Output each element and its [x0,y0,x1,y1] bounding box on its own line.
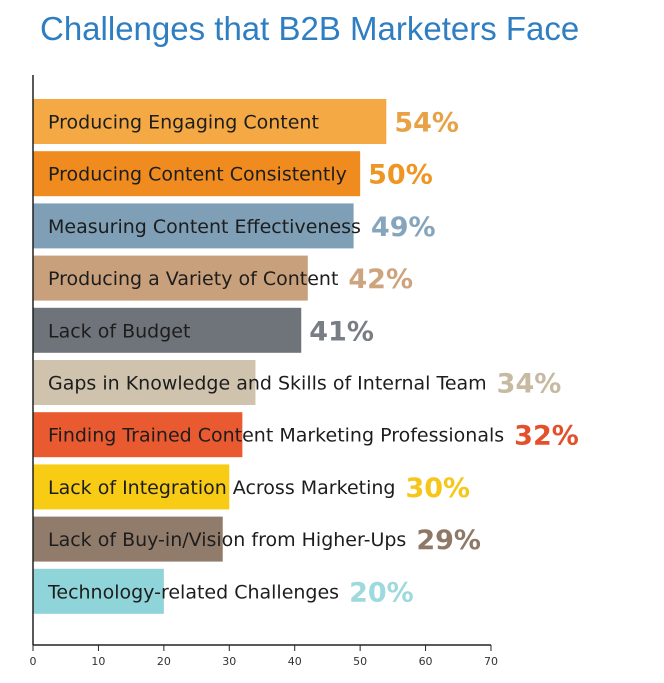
bar-1 [33,99,387,144]
x-tick-label: 10 [91,655,105,668]
bar-3 [33,203,354,249]
bar-category-label: Measuring Content Effectiveness [48,216,361,238]
bar-value-label: 49% [371,212,436,243]
x-tick-label: 0 [30,655,37,668]
bars-layer: Producing Engaging Content 54% Producing C… [33,99,579,614]
bar-7 [33,412,243,458]
x-tick-label: 30 [222,655,236,668]
bar-value-label: 50% [368,160,433,191]
bar-4 [33,255,308,301]
bar-category-label: Gaps in Knowledge and Skills of Internal… [48,373,487,395]
bar-category-label: Technology-related Challenges [47,581,339,603]
bar-category-label: Lack of Budget [48,320,190,342]
bar-value-label: 41% [309,316,374,347]
x-tick-label: 60 [419,655,433,668]
bar-category-label: Finding Trained Content Marketing Profes… [48,425,504,447]
x-tick-label: 70 [484,655,498,668]
chart-title: Challenges that B2B Marketers Face [40,10,580,47]
bar-value-label: 30% [405,473,470,504]
bar-category-label: Lack of Buy-in/Vision from Higher-Ups [48,529,406,551]
bar-2 [33,151,361,197]
x-tick-label: 40 [288,655,302,668]
x-axis-ticks: 0 10 20 30 40 50 60 70 [30,645,498,668]
x-tick-label: 50 [353,655,367,668]
bar-10 [33,568,164,614]
bar-value-label: 29% [416,525,481,556]
bar-value-label: 34% [497,369,562,400]
bar-value-label: 20% [349,577,414,608]
bar-value-label: 54% [394,108,459,139]
bar-9 [33,516,223,562]
bar-category-label: Producing Engaging Content [48,112,319,134]
bar-6 [33,360,256,405]
bar-value-label: 32% [514,421,579,452]
bar-category-label: Producing Content Consistently [48,164,347,186]
x-tick-label: 20 [157,655,171,668]
bar-category-label: Producing a Variety of Content [48,268,338,290]
bar-value-label: 42% [348,264,413,295]
bar-category-label: Lack of Integration Across Marketing [48,477,395,499]
x-axis [32,75,491,646]
bar-8 [33,464,230,510]
bar-5 [33,307,302,353]
